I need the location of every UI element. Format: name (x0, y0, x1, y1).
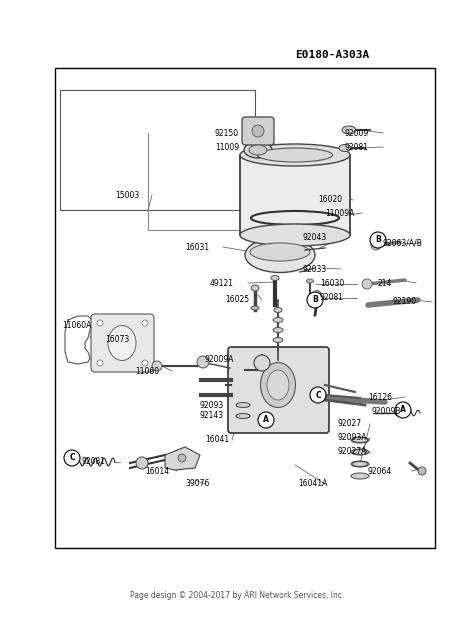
Ellipse shape (352, 462, 368, 467)
Ellipse shape (257, 148, 332, 162)
Circle shape (97, 360, 103, 366)
Ellipse shape (307, 279, 313, 283)
Text: 92150: 92150 (215, 129, 239, 137)
Text: 92064: 92064 (368, 467, 392, 475)
Text: 92043: 92043 (303, 233, 327, 243)
Ellipse shape (250, 243, 310, 261)
Ellipse shape (351, 461, 369, 467)
Ellipse shape (353, 449, 367, 454)
Ellipse shape (352, 438, 368, 443)
FancyBboxPatch shape (228, 347, 329, 433)
Ellipse shape (271, 275, 279, 280)
Text: 92190: 92190 (393, 298, 417, 306)
Ellipse shape (351, 473, 369, 479)
Text: 16014: 16014 (145, 467, 169, 475)
Ellipse shape (261, 363, 295, 407)
Circle shape (362, 279, 372, 289)
Ellipse shape (273, 318, 283, 322)
Text: 92093A: 92093A (338, 433, 367, 443)
Circle shape (395, 402, 411, 418)
Ellipse shape (273, 327, 283, 332)
Text: B: B (312, 295, 318, 305)
Circle shape (64, 450, 80, 466)
Text: 16041: 16041 (205, 436, 229, 444)
Text: 16030: 16030 (320, 280, 344, 288)
Text: 39076: 39076 (185, 480, 210, 488)
Ellipse shape (339, 144, 351, 152)
Circle shape (371, 240, 381, 250)
Ellipse shape (418, 467, 426, 475)
Text: 92027A: 92027A (338, 448, 367, 456)
Text: 92009A: 92009A (205, 355, 235, 365)
Text: 92081: 92081 (82, 457, 106, 467)
Text: 16073: 16073 (105, 335, 129, 345)
Text: 15003: 15003 (115, 191, 139, 199)
Text: 92027: 92027 (338, 420, 362, 428)
Text: Page design © 2004-2017 by ARI Network Services, Inc.: Page design © 2004-2017 by ARI Network S… (130, 591, 344, 599)
Text: 16041A: 16041A (298, 480, 328, 488)
Circle shape (197, 356, 209, 368)
Text: C: C (315, 391, 321, 399)
Text: E0180-A303A: E0180-A303A (295, 50, 369, 60)
Text: 92081: 92081 (345, 142, 369, 152)
Ellipse shape (251, 306, 259, 310)
Circle shape (136, 457, 148, 469)
Text: 49121: 49121 (210, 279, 234, 287)
Text: 11060: 11060 (135, 366, 159, 376)
Circle shape (258, 412, 274, 428)
Text: 92143: 92143 (200, 412, 224, 420)
Text: 214: 214 (378, 279, 392, 287)
Bar (55, 68, 435, 548)
Ellipse shape (240, 224, 350, 246)
Text: B: B (375, 235, 381, 245)
Text: 11060A: 11060A (62, 321, 91, 329)
Ellipse shape (251, 285, 259, 291)
FancyBboxPatch shape (242, 117, 274, 145)
Text: 11009A: 11009A (325, 209, 355, 217)
Bar (240, 155, 350, 235)
Ellipse shape (313, 290, 320, 295)
Circle shape (142, 360, 148, 366)
Ellipse shape (274, 308, 282, 313)
Ellipse shape (351, 437, 369, 443)
Circle shape (152, 361, 162, 371)
Text: 92009: 92009 (345, 129, 369, 137)
Ellipse shape (244, 142, 272, 158)
Text: A: A (400, 405, 406, 415)
Ellipse shape (249, 145, 267, 155)
Text: C: C (69, 454, 75, 462)
Circle shape (178, 454, 186, 462)
Ellipse shape (108, 326, 136, 360)
Polygon shape (165, 447, 200, 470)
Text: 92081: 92081 (320, 293, 344, 303)
FancyBboxPatch shape (91, 314, 154, 372)
Text: 92033: 92033 (303, 264, 327, 274)
Text: 16020: 16020 (318, 196, 342, 204)
Ellipse shape (342, 126, 356, 134)
Ellipse shape (245, 238, 315, 272)
Circle shape (310, 387, 326, 403)
Ellipse shape (236, 402, 250, 407)
Text: 92063/A/B: 92063/A/B (383, 238, 423, 248)
Ellipse shape (267, 370, 289, 400)
Circle shape (307, 292, 323, 308)
Ellipse shape (273, 337, 283, 342)
Text: 92093: 92093 (200, 400, 224, 410)
Text: 16126: 16126 (368, 392, 392, 402)
Ellipse shape (240, 144, 350, 166)
Bar (60, 90, 255, 210)
Text: 16025: 16025 (225, 295, 249, 305)
Ellipse shape (351, 449, 369, 455)
Circle shape (370, 232, 386, 248)
Circle shape (254, 355, 270, 371)
Text: 16031: 16031 (185, 243, 209, 251)
Ellipse shape (236, 413, 250, 418)
Text: 92009B: 92009B (372, 407, 401, 417)
Circle shape (252, 125, 264, 137)
Text: A: A (263, 415, 269, 425)
Circle shape (142, 320, 148, 326)
Circle shape (97, 320, 103, 326)
Text: 11009: 11009 (215, 142, 239, 152)
